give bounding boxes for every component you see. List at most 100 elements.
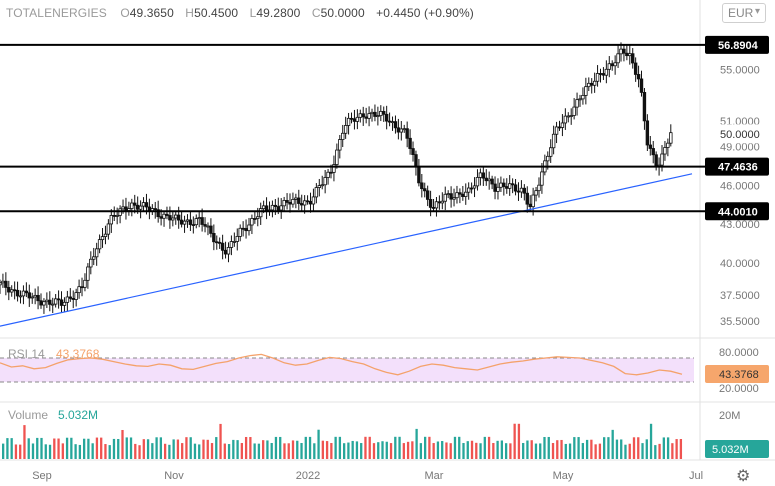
candle: [232, 241, 237, 243]
candle: [633, 62, 638, 75]
y-tick-label: 35.5000: [720, 316, 760, 328]
candle: [660, 153, 664, 166]
candle: [77, 286, 81, 294]
volume-bar: [462, 443, 465, 459]
volume-bar: [321, 440, 324, 459]
candle: [566, 115, 570, 118]
volume-bar: [573, 437, 576, 459]
volume-bar: [389, 443, 393, 459]
candle: [138, 205, 143, 210]
candle: [174, 214, 178, 219]
volume-bar: [232, 439, 235, 459]
volume-bar: [428, 436, 431, 459]
gear-icon[interactable]: ⚙: [736, 468, 751, 485]
candle: [191, 224, 196, 226]
candle: [469, 187, 474, 190]
last-price-label-bg: [704, 124, 770, 144]
change-value: +0.4450 (+0.90%): [376, 6, 474, 20]
candle: [10, 289, 14, 293]
volume-bar: [470, 440, 474, 459]
candle: [557, 126, 562, 129]
rsi-value: 43.3768: [56, 347, 100, 361]
volume-bar: [82, 438, 86, 459]
candle: [229, 241, 234, 248]
volume-bar: [547, 436, 550, 459]
volume-bar: [53, 438, 56, 459]
candle: [414, 154, 418, 168]
candle: [209, 225, 213, 234]
candle: [103, 233, 108, 238]
volume-bar: [19, 444, 22, 459]
candle: [461, 193, 465, 197]
volume-bar: [155, 437, 158, 459]
candle: [458, 192, 462, 195]
volume-bar: [556, 440, 559, 459]
volume-bar: [198, 444, 201, 459]
open-label: O: [120, 6, 130, 20]
candle: [86, 266, 90, 281]
x-tick-label: Jul: [689, 470, 703, 482]
volume-bar: [36, 437, 39, 459]
volume-bar: [163, 443, 167, 459]
volume-bar: [658, 443, 661, 459]
volume-bar: [581, 443, 584, 459]
y-tick-label: 46.0000: [720, 180, 760, 192]
candle: [376, 115, 380, 118]
candle: [657, 164, 661, 168]
candle: [171, 217, 175, 221]
volume-bar: [504, 443, 508, 459]
volume-bar: [432, 443, 435, 459]
volume-bar: [146, 439, 150, 459]
horizontal-line-label: 44.0010: [718, 206, 758, 218]
volume-bar: [31, 443, 35, 459]
candle: [112, 215, 116, 217]
candle: [153, 208, 157, 211]
candle: [619, 48, 623, 55]
candle: [546, 155, 550, 162]
candle: [59, 299, 64, 306]
candle: [423, 188, 427, 192]
y-tick-label: 43.0000: [720, 219, 760, 231]
candle: [493, 183, 497, 192]
candle: [0, 282, 2, 286]
candle: [464, 191, 468, 197]
candle: [420, 182, 424, 190]
candle: [48, 299, 52, 305]
currency-select[interactable]: EUR ▾: [722, 3, 766, 23]
volume-bar: [206, 439, 209, 459]
candle: [235, 236, 239, 242]
low-label: L: [249, 6, 257, 20]
volume-bar: [675, 439, 678, 459]
candle: [431, 207, 436, 209]
candle: [188, 219, 193, 225]
candle: [516, 190, 521, 193]
candle: [455, 192, 459, 199]
volume-bar: [441, 441, 444, 459]
candle: [206, 225, 210, 228]
volume-bar: [585, 439, 589, 459]
candle: [317, 185, 321, 188]
candle: [285, 200, 289, 203]
candle: [636, 74, 641, 80]
candle: [525, 192, 529, 205]
candle: [127, 208, 131, 211]
volume-bar: [193, 443, 197, 459]
volume-bar: [645, 439, 648, 459]
candle: [15, 289, 20, 297]
volume-bar: [415, 428, 418, 459]
volume-bar: [138, 445, 141, 459]
volume-bar: [513, 423, 516, 459]
volume-bar: [662, 437, 665, 459]
volume-last-label-bg: [705, 440, 769, 458]
x-tick-label: Sep: [32, 470, 52, 482]
candle: [613, 62, 617, 67]
trendline: [0, 173, 693, 327]
volume-bar: [249, 437, 252, 459]
rsi-last-label: 43.3768: [719, 369, 759, 381]
close-value: 50.0000: [320, 6, 365, 20]
volume-bar: [244, 436, 248, 459]
volume-bar: [287, 443, 290, 459]
volume-bar: [91, 443, 94, 459]
